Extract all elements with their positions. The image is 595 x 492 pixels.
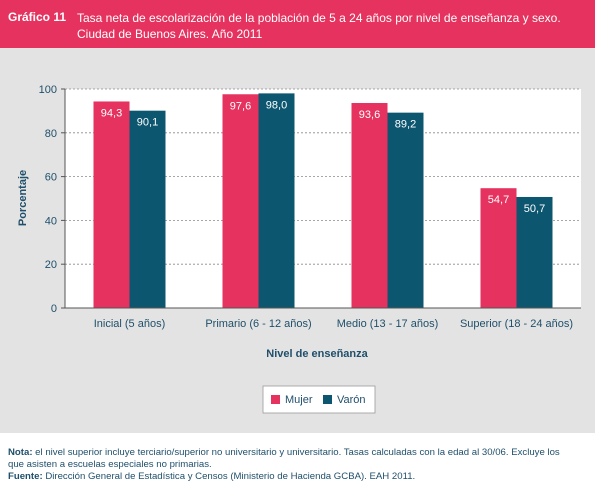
source-label: Fuente: xyxy=(8,471,43,482)
note-line-2: que asisten a escuelas especiales no pri… xyxy=(8,459,593,471)
bar-varon xyxy=(129,110,166,308)
bar-mujer xyxy=(480,188,517,308)
y-tick-label: 20 xyxy=(45,259,57,271)
bar-mujer xyxy=(222,94,259,308)
bar-mujer xyxy=(351,103,388,309)
x-tick-label: Primario (6 - 12 años) xyxy=(205,318,311,330)
legend-label-varon: Varón xyxy=(337,394,366,406)
legend-label-mujer: Mujer xyxy=(285,394,313,406)
bar-value-label: 54,7 xyxy=(488,194,509,206)
bar-value-label: 97,6 xyxy=(230,100,251,112)
bar-value-label: 90,1 xyxy=(137,117,158,129)
y-tick-label: 60 xyxy=(45,172,57,184)
chart-title: Tasa neta de escolarización de la poblac… xyxy=(77,10,587,42)
bar-varon xyxy=(258,93,295,308)
bar-value-label: 93,6 xyxy=(359,109,380,121)
bar-value-label: 89,2 xyxy=(395,119,416,131)
x-tick-label: Superior (18 - 24 años) xyxy=(460,318,573,330)
legend-box xyxy=(262,385,376,414)
y-tick-label: 0 xyxy=(51,303,57,315)
source-text: Dirección General de Estadística y Censo… xyxy=(42,471,416,482)
bar-mujer xyxy=(93,101,130,308)
bar-chart: 0 20 40 60 80 100 94,3 90,1 Inicial (5 años) 97,6… xyxy=(17,84,581,414)
bar-value-label: 98,0 xyxy=(266,99,287,111)
bar-value-label: 50,7 xyxy=(524,203,545,215)
bar-varon xyxy=(387,112,424,308)
chart-header: Gráfico 11 Tasa neta de escolarización d… xyxy=(0,0,595,48)
chart-title-line-2: Ciudad de Buenos Aires. Año 2011 xyxy=(77,27,263,41)
bar-varon xyxy=(516,196,553,308)
notes-section: Nota: el nivel superior incluye terciari… xyxy=(0,433,595,492)
y-tick-label: 100 xyxy=(39,84,57,96)
note-text-1: el nivel superior incluye terciario/supe… xyxy=(32,447,560,458)
x-axis-title: Nivel de enseñanza xyxy=(266,348,368,360)
legend-swatch-varon xyxy=(323,395,332,404)
note-label: Nota: xyxy=(8,447,33,458)
note-line-1: Nota: el nivel superior incluye terciari… xyxy=(8,447,593,459)
y-axis-title: Porcentaje xyxy=(17,170,29,226)
chart-title-line-1: Tasa neta de escolarización de la poblac… xyxy=(77,11,561,25)
source-line: Fuente: Dirección General de Estadística… xyxy=(8,471,593,483)
legend: Mujer Varón xyxy=(262,385,376,414)
legend-swatch-mujer xyxy=(271,395,280,404)
note-text-2: que asisten a escuelas especiales no pri… xyxy=(8,459,212,470)
x-tick-label: Medio (13 - 17 años) xyxy=(337,318,439,330)
y-tick-label: 40 xyxy=(45,215,57,227)
chart-panel: 0 20 40 60 80 100 94,3 90,1 Inicial (5 años) 97,6… xyxy=(0,48,595,433)
chart-number-label: Gráfico 11 xyxy=(8,10,67,24)
y-tick-label: 80 xyxy=(45,128,57,140)
bar-value-label: 94,3 xyxy=(101,107,122,119)
x-tick-label: Inicial (5 años) xyxy=(94,318,166,330)
